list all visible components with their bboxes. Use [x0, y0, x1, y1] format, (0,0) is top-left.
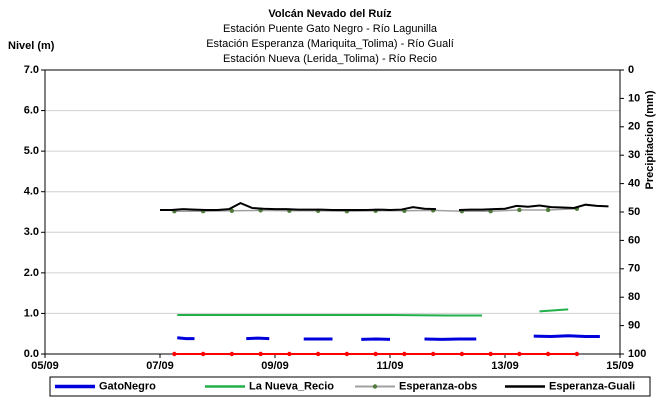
y2-tick-label: 20 [628, 121, 640, 133]
subtitle: Estación Nueva (Lerida_Tolima) - Río Rec… [223, 53, 437, 65]
point [172, 351, 177, 357]
y-tick-label: 2.0 [24, 267, 39, 279]
line-series [533, 334, 600, 339]
y-tick-label: 3.0 [24, 226, 39, 238]
y2-tick-label: 90 [628, 320, 640, 332]
point [200, 351, 206, 357]
point [229, 208, 235, 213]
point [545, 207, 551, 213]
subtitle: Estación Puente Gato Negro - Río Lagunil… [223, 23, 438, 35]
y2-tick-label: 80 [628, 291, 640, 303]
x-tick-label: 05/09 [31, 360, 59, 372]
line-series [160, 201, 437, 211]
point [488, 351, 493, 357]
y-axis-label: Nivel (m) [8, 40, 55, 52]
legend-label: GatoNegro [99, 380, 156, 392]
x-tick-label: 11/09 [377, 360, 404, 372]
y2-tick-label: 40 [628, 178, 640, 190]
y-tick-label: 5.0 [24, 145, 39, 157]
y2-tick-label: 30 [628, 149, 640, 161]
legend-marker [372, 384, 378, 389]
point [287, 351, 292, 357]
point [402, 351, 407, 357]
y2-tick-label: 50 [628, 206, 640, 218]
line-series [458, 203, 609, 211]
legend-label: Esperanza-obs [399, 380, 477, 392]
x-tick-label: 15/09 [606, 360, 634, 372]
point [430, 351, 436, 357]
y2-tick-label: 10 [628, 92, 640, 104]
y2-tick-label: 70 [628, 263, 640, 275]
point [229, 351, 235, 357]
line-series [177, 336, 195, 341]
point [517, 351, 522, 357]
legend-label: Esperanza-Guali [549, 380, 635, 392]
y2-tick-label: 0 [628, 64, 634, 76]
point [373, 351, 378, 357]
subtitle: Estación Esperanza (Mariquita_Tolima) - … [206, 38, 454, 50]
line-series [539, 308, 569, 313]
y-tick-label: 1.0 [24, 307, 39, 319]
point [459, 351, 465, 357]
point [517, 207, 522, 213]
y-tick-label: 0.0 [24, 348, 39, 360]
y-tick-label: 4.0 [24, 186, 39, 198]
y-tick-label: 7.0 [24, 64, 39, 76]
point [315, 351, 321, 357]
x-tick-label: 13/09 [491, 360, 519, 372]
y2-tick-label: 100 [628, 348, 646, 360]
x-tick-label: 09/09 [261, 360, 289, 372]
point [258, 351, 263, 357]
y-tick-label: 6.0 [24, 104, 39, 116]
y2-axis-label: Precipitacion (mm) [644, 90, 656, 189]
point [344, 351, 350, 357]
point [545, 351, 551, 357]
legend-box [49, 376, 651, 397]
legend-label: La Nueva_Recio [249, 380, 334, 392]
point [574, 351, 580, 357]
x-tick-label: 07/09 [146, 360, 174, 372]
chart-title: Volcán Nevado del Ruíz [268, 8, 392, 20]
y2-tick-label: 60 [628, 234, 640, 246]
